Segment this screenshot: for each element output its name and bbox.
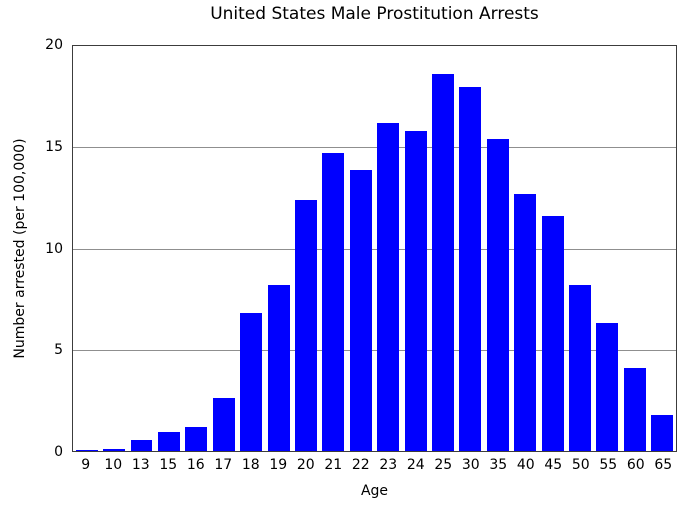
- bar-slot: [429, 46, 456, 451]
- bar-age-24: [404, 131, 427, 451]
- gridline: [73, 147, 676, 149]
- bar-slot: [374, 46, 401, 451]
- bar-slot: [621, 46, 648, 451]
- x-tick-label: 23: [379, 457, 398, 473]
- x-tick-label: 20: [296, 457, 315, 473]
- y-tick-label: 20: [45, 37, 63, 53]
- x-tick-label: 10: [104, 457, 123, 473]
- bar-slot: [100, 46, 127, 451]
- x-tick-label: 40: [516, 457, 535, 473]
- x-tick-label: 35: [489, 457, 508, 473]
- y-tick-label: 0: [54, 444, 63, 460]
- x-axis-title: Age: [360, 483, 389, 499]
- y-tick-label: 15: [45, 138, 63, 155]
- bar-age-60: [623, 367, 646, 451]
- plot-area: [72, 45, 677, 452]
- x-tick-label: 15: [159, 457, 178, 473]
- bar-age-9: [75, 450, 98, 451]
- bar-age-65: [651, 414, 674, 451]
- bar-age-40: [514, 193, 537, 451]
- bar-slot: [237, 46, 264, 451]
- bar-slot: [292, 46, 319, 451]
- bar-age-23: [377, 122, 400, 451]
- bar-slot: [484, 46, 511, 451]
- bar-slot: [402, 46, 429, 451]
- bar-age-21: [322, 153, 345, 451]
- x-tick-label: 55: [599, 457, 618, 473]
- bar-age-20: [294, 199, 317, 451]
- bar-age-30: [459, 86, 482, 451]
- bar-age-25: [432, 74, 454, 451]
- x-tick-label: 9: [81, 457, 91, 473]
- bar-age-35: [486, 139, 509, 451]
- x-tick-label: 45: [544, 457, 563, 473]
- bar-slot: [155, 46, 182, 451]
- bar-age-22: [349, 169, 372, 451]
- bar-age-19: [267, 284, 290, 451]
- chart-title: United States Male Prostitution Arrests: [210, 4, 539, 24]
- gridline: [73, 248, 676, 250]
- bar-slot: [457, 46, 484, 451]
- bar-slot: [512, 46, 539, 451]
- x-tick-label: 21: [324, 457, 343, 473]
- bar-age-16: [185, 426, 208, 451]
- x-tick-label: 60: [626, 457, 645, 473]
- x-tick-label: 24: [406, 457, 425, 473]
- x-tick-label: 30: [461, 457, 480, 473]
- bar-age-15: [157, 431, 180, 451]
- x-tick-label: 65: [654, 457, 673, 473]
- bar-slot: [649, 46, 676, 451]
- bar-slot: [539, 46, 566, 451]
- bar-age-17: [212, 398, 235, 451]
- x-tick-label: 13: [131, 457, 150, 473]
- bar-slot: [566, 46, 593, 451]
- x-tick-label: 18: [241, 457, 260, 473]
- bar-age-13: [130, 439, 153, 451]
- y-tick-label: 10: [45, 240, 63, 257]
- bar-slot: [73, 46, 100, 451]
- bar-slot: [347, 46, 374, 451]
- x-tick-label: 25: [434, 457, 453, 473]
- bars-container: [73, 46, 676, 451]
- bar-age-45: [541, 216, 564, 451]
- x-tick-label: 50: [571, 457, 590, 473]
- x-tick-label: 17: [214, 457, 233, 473]
- bar-slot: [320, 46, 347, 451]
- bar-age-55: [596, 323, 619, 451]
- bar-slot: [265, 46, 292, 451]
- x-tick-label: 22: [351, 457, 370, 473]
- bar-slot: [594, 46, 621, 451]
- bar-slot: [210, 46, 237, 451]
- gridline: [73, 349, 676, 351]
- bar-age-18: [240, 313, 263, 451]
- bar-slot: [183, 46, 210, 451]
- x-tick-label: 19: [269, 457, 288, 473]
- y-tick-label: 5: [54, 342, 63, 359]
- bar-age-50: [569, 284, 591, 451]
- bar-age-10: [103, 448, 126, 451]
- bar-slot: [128, 46, 155, 451]
- x-tick-label: 16: [186, 457, 205, 473]
